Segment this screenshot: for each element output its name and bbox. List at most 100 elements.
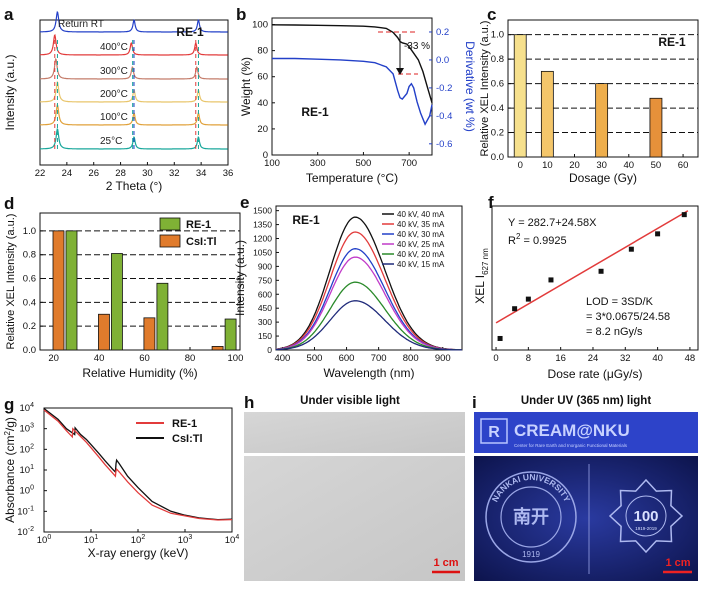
y-tick-label: 1.0 (491, 30, 504, 41)
bar-csi (143, 317, 156, 351)
logo-mark (480, 418, 508, 444)
legend-label: CsI:Tl (172, 433, 203, 445)
x-tick-label: 400 (274, 353, 290, 364)
x-tick-label: 26 (88, 168, 99, 179)
x-tick-label: 50 (651, 160, 662, 171)
y-tick-label: 300 (258, 317, 272, 327)
legend-label: CsI:Tl (186, 236, 217, 248)
x-axis-label: Temperature (°C) (306, 171, 398, 185)
legend-label: RE-1 (186, 219, 211, 231)
panel-letter: a (4, 5, 14, 24)
y-tick-label: 0 (267, 345, 272, 355)
seal-inner-ring (500, 486, 562, 548)
y-tick-label: 20 (257, 124, 268, 135)
x-tick-label: 300 (310, 158, 326, 169)
trace-label: 400°C (100, 42, 128, 53)
y-tick-exp: 1 (30, 464, 34, 471)
trace-label: 100°C (100, 112, 128, 123)
x-tick-label: 32 (169, 168, 180, 179)
scale-label: 1 cm (433, 557, 458, 569)
y-tick-label: 0.2 (491, 128, 504, 139)
y-tick-label: 0.0 (23, 345, 36, 356)
weight-curve (271, 24, 433, 103)
data-point (512, 306, 518, 312)
y-axis-label-end: /g) (3, 417, 17, 431)
y-axis-label-sub: 627 nm (481, 248, 490, 275)
y-tick-label: 10-1 (17, 505, 34, 517)
x-tick-label: 600 (339, 353, 355, 364)
x-tick-label: 48 (685, 353, 696, 364)
y-tick-label: 101 (20, 464, 35, 476)
panel-b: b 100 300 500 700 0 20 40 60 80 100 0.2 0.0 -0.2 -0.4 -… (236, 5, 477, 185)
y2-tick-label: 0.2 (436, 27, 449, 38)
fit-line (495, 210, 689, 324)
bar (649, 97, 663, 158)
badge-star (608, 478, 684, 554)
x-tick-label: 100 (37, 534, 52, 546)
y-tick-label: 0.4 (23, 297, 36, 308)
x-axis-label: Dosage (Gy) (569, 171, 637, 185)
xrd-trace (40, 127, 228, 150)
x-tick-exp: 3 (188, 534, 192, 541)
x-tick-label: 40 (94, 353, 105, 364)
emission-curve (275, 256, 463, 351)
y-axis-label: Intensity (a.u.) (233, 240, 247, 316)
scale-label: 1 cm (665, 557, 690, 569)
annotation: -33 % (404, 41, 430, 52)
emission-curve (275, 300, 462, 351)
x-tick-label: 16 (555, 353, 566, 364)
xrd-trace (40, 57, 228, 80)
xrd-trace (40, 103, 228, 126)
x-tick-label: 80 (185, 353, 196, 364)
y-tick-label: 0.6 (491, 79, 504, 90)
y-tick-label: 150 (258, 331, 272, 341)
x-tick-label: 40 (623, 160, 634, 171)
legend-swatch-csi (159, 234, 181, 248)
panel-d-frame (39, 212, 241, 351)
y-tick-label: 450 (258, 303, 272, 313)
bar-csi (52, 230, 65, 351)
x-tick-label: 24 (62, 168, 73, 179)
y-tick-label: 100 (252, 20, 268, 31)
panel-letter: i (472, 393, 477, 412)
x-tick-label: 0 (518, 160, 523, 171)
bar-csi (98, 313, 110, 351)
legend-label: 40 kV, 20 mA (397, 250, 445, 259)
x-tick-label: 900 (435, 353, 451, 364)
y-tick-label: 0 (263, 150, 268, 161)
y-tick-label: 0.8 (23, 250, 36, 261)
x-tick-label: 700 (401, 158, 417, 169)
logo-mark-letter: R (488, 424, 500, 441)
y-tick-label: 600 (258, 289, 272, 299)
x-tick-label: 500 (355, 158, 371, 169)
uv-photo-bottom (474, 456, 698, 581)
data-point (681, 212, 687, 218)
data-point (628, 246, 634, 252)
panel-c: c 0 10 20 30 40 50 60 0.0 0.2 0.4 0.6 0.8 1.0 Dosage (… (479, 5, 699, 185)
y-tick-label: 0.2 (23, 321, 36, 332)
x-tick-label: 800 (403, 353, 419, 364)
absorbance-csi (43, 407, 233, 521)
y-tick-label: 1050 (253, 247, 272, 257)
y-tick-label: 0.8 (491, 54, 504, 65)
trace-label: 300°C (100, 66, 128, 77)
seal-glyph: 南开 (513, 506, 549, 527)
x-axis-label: X-ray energy (keV) (88, 546, 189, 560)
y-axis-label: Relative XEL Intensity (a.u.) (5, 214, 17, 350)
trace-label: 25°C (100, 136, 122, 147)
y2-axis-label: Derivative (wt %) (463, 41, 477, 132)
y-axis-label-sup: 2 (3, 431, 12, 436)
x-tick-exp: 1 (94, 534, 98, 541)
x-tick-label: 32 (620, 353, 631, 364)
y-tick-label: 102 (20, 443, 35, 455)
panel-letter: c (487, 5, 496, 24)
badge-years: 1919-2019 (635, 526, 657, 531)
r-squared: R2 = 0.9925 (508, 232, 567, 247)
x-tick-label: 30 (142, 168, 153, 179)
y2-tick-label: -0.2 (436, 83, 452, 94)
bar-re1 (111, 253, 123, 351)
y-tick-label: 103 (20, 423, 35, 435)
panel-label: RE-1 (658, 35, 686, 49)
x-tick-label: 20 (48, 353, 59, 364)
